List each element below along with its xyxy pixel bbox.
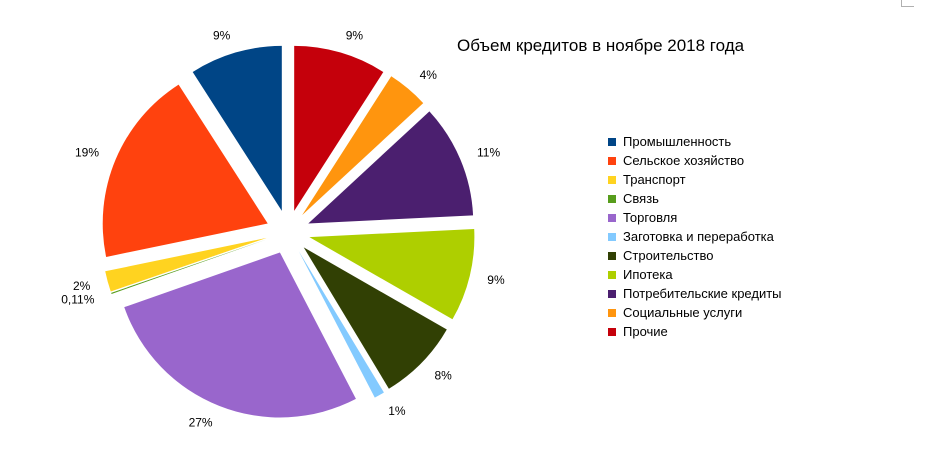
pie-slice-4 [111, 239, 268, 294]
slice-label-4: 0,11% [61, 292, 94, 306]
slice-label-5: 27% [189, 416, 213, 430]
legend-swatch [608, 327, 616, 336]
legend-item-1: Промышленность [608, 132, 782, 151]
slice-label-2: 19% [75, 146, 99, 160]
slice-label-9: 11% [477, 146, 500, 160]
legend-item-7: Строительство [608, 246, 782, 265]
slice-label-3: 2% [73, 279, 91, 293]
slice-label-6: 1% [388, 404, 406, 418]
legend-label: Строительство [623, 248, 714, 263]
pie-slice-6 [298, 251, 384, 398]
legend-label: Торговля [623, 210, 678, 225]
legend-swatch [608, 213, 616, 222]
pie-slice-10 [302, 76, 424, 216]
legend-label: Потребительские кредиты [623, 286, 782, 301]
chart-legend: Промышленность Сельское хозяйство Транспор… [608, 132, 782, 341]
legend-swatch [608, 194, 616, 203]
pie-slice-5 [124, 252, 356, 418]
pie-slice-1 [192, 45, 282, 211]
legend-item-11: Прочие [608, 322, 782, 341]
chart-title: Объем кредитов в ноябре 2018 года [457, 36, 745, 55]
pie-slice-7 [303, 247, 447, 389]
legend-swatch [608, 270, 616, 279]
slice-label-8: 9% [487, 273, 505, 287]
legend-label: Транспорт [623, 172, 686, 187]
legend-label: Сельское хозяйство [623, 153, 745, 168]
legend-label: Ипотека [623, 267, 673, 282]
legend-swatch [608, 289, 616, 298]
legend-swatch [608, 175, 616, 184]
slice-label-7: 8% [435, 368, 453, 382]
legend-item-3: Транспорт [608, 170, 782, 189]
legend-swatch [608, 251, 616, 260]
legend-label: Промышленность [623, 134, 732, 149]
legend-item-8: Ипотека [608, 265, 782, 284]
page-edge-mark [901, 0, 914, 7]
legend-swatch [608, 232, 616, 241]
legend-label: Связь [623, 191, 659, 206]
pie-slice-9 [308, 111, 474, 224]
legend-label: Заготовка и переработка [623, 229, 774, 244]
legend-item-5: Торговля [608, 208, 782, 227]
slice-label-10: 4% [420, 68, 438, 82]
legend-item-2: Сельское хозяйство [608, 151, 782, 170]
legend-label: Социальные услуги [623, 305, 743, 320]
legend-item-4: Связь [608, 189, 782, 208]
legend-swatch [608, 308, 616, 317]
legend-item-9: Потребительские кредиты [608, 284, 782, 303]
legend-swatch [608, 156, 616, 165]
legend-item-10: Социальные услуги [608, 303, 782, 322]
legend-item-6: Заготовка и переработка [608, 227, 782, 246]
pie-slice-11 [294, 45, 384, 211]
pie-slice-3 [105, 237, 267, 292]
legend-swatch [608, 137, 616, 146]
pie-slice-2 [102, 84, 268, 257]
slice-label-1: 9% [213, 28, 231, 42]
pie-slice-8 [309, 229, 475, 320]
slice-label-11: 9% [346, 28, 364, 42]
legend-label: Прочие [623, 324, 668, 339]
